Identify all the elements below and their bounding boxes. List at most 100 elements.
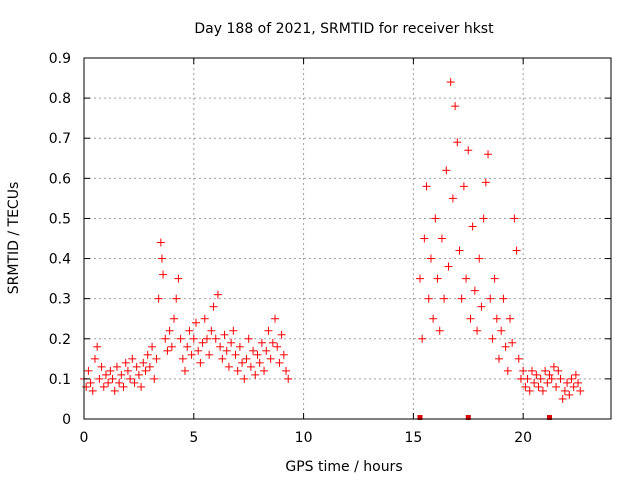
- data-point: [255, 358, 264, 367]
- data-point: [104, 378, 113, 387]
- data-point: [492, 314, 501, 323]
- data-point: [519, 366, 528, 375]
- data-point: [163, 346, 172, 355]
- data-point: [181, 366, 190, 375]
- data-point: [185, 326, 194, 335]
- data-point: [209, 302, 218, 311]
- data-point: [205, 350, 214, 359]
- data-point: [470, 286, 479, 295]
- y-tick-label: 0.3: [49, 292, 71, 308]
- data-point: [422, 182, 431, 191]
- data-point: [101, 370, 110, 379]
- x-tick-label: 10: [295, 430, 313, 446]
- data-point: [503, 366, 512, 375]
- data-point: [426, 254, 435, 263]
- data-point: [486, 294, 495, 303]
- data-point: [558, 394, 567, 403]
- y-tick-label: 0.9: [49, 51, 71, 67]
- data-point: [178, 354, 187, 363]
- x-axis-marker: [417, 415, 423, 420]
- data-point: [93, 342, 102, 351]
- y-tick-label: 0.2: [49, 332, 71, 348]
- data-point: [556, 374, 565, 383]
- data-point: [495, 354, 504, 363]
- data-point: [534, 382, 543, 391]
- data-point: [530, 378, 539, 387]
- data-point: [451, 102, 460, 111]
- data-point: [202, 334, 211, 343]
- data-point: [97, 362, 106, 371]
- y-tick-label: 0.5: [49, 211, 71, 227]
- chart-title: Day 188 of 2021, SRMTID for receiver hks…: [194, 21, 494, 37]
- data-point: [477, 302, 486, 311]
- data-point: [462, 274, 471, 283]
- data-point: [242, 354, 251, 363]
- data-point: [268, 338, 277, 347]
- grid-lines: [84, 58, 611, 419]
- plot-frame: [83, 57, 612, 420]
- data-point: [444, 262, 453, 271]
- data-point: [235, 342, 244, 351]
- data-point: [251, 370, 260, 379]
- data-point: [569, 382, 578, 391]
- data-point: [172, 294, 181, 303]
- y-tick-label: 0: [62, 412, 71, 428]
- data-point: [240, 374, 249, 383]
- data-point: [207, 326, 216, 335]
- data-point: [141, 366, 150, 375]
- data-point: [481, 178, 490, 187]
- data-point: [126, 374, 135, 383]
- x-axis-markers: [417, 415, 553, 420]
- data-point: [189, 334, 198, 343]
- data-point: [429, 314, 438, 323]
- data-point: [194, 346, 203, 355]
- data-point: [459, 182, 468, 191]
- data-point: [176, 334, 185, 343]
- data-point: [271, 314, 280, 323]
- data-point: [435, 326, 444, 335]
- data-point: [249, 346, 258, 355]
- data-point: [446, 78, 455, 87]
- data-point: [264, 326, 273, 335]
- data-point: [170, 314, 179, 323]
- data-point: [273, 342, 282, 351]
- data-point: [119, 382, 128, 391]
- x-tick-label: 0: [80, 430, 89, 446]
- y-tick-label: 0.7: [49, 131, 71, 147]
- data-point: [282, 366, 291, 375]
- data-point: [227, 338, 236, 347]
- data-point: [130, 378, 139, 387]
- data-point: [424, 294, 433, 303]
- data-point: [191, 318, 200, 327]
- data-point: [532, 370, 541, 379]
- y-tick-label: 0.1: [49, 372, 71, 388]
- data-point: [466, 314, 475, 323]
- data-point: [567, 374, 576, 383]
- data-point: [224, 362, 233, 371]
- data-point: [501, 342, 510, 351]
- data-point: [418, 334, 427, 343]
- data-point: [257, 338, 266, 347]
- y-tick-label: 0.4: [49, 252, 71, 268]
- data-point: [216, 342, 225, 351]
- data-points: [80, 78, 585, 403]
- data-point: [420, 234, 429, 243]
- data-point: [473, 326, 482, 335]
- data-point: [547, 374, 556, 383]
- data-point: [277, 330, 286, 339]
- data-point: [488, 334, 497, 343]
- data-point: [490, 274, 499, 283]
- data-point: [174, 274, 183, 283]
- data-point: [514, 354, 523, 363]
- data-point: [150, 374, 159, 383]
- data-point: [88, 386, 97, 395]
- data-point: [525, 386, 534, 395]
- data-point: [198, 338, 207, 347]
- data-point: [137, 382, 146, 391]
- data-point: [560, 386, 569, 395]
- x-axis-marker: [465, 415, 471, 420]
- data-point: [433, 274, 442, 283]
- data-point: [536, 374, 545, 383]
- data-point: [161, 334, 170, 343]
- data-point: [549, 362, 558, 371]
